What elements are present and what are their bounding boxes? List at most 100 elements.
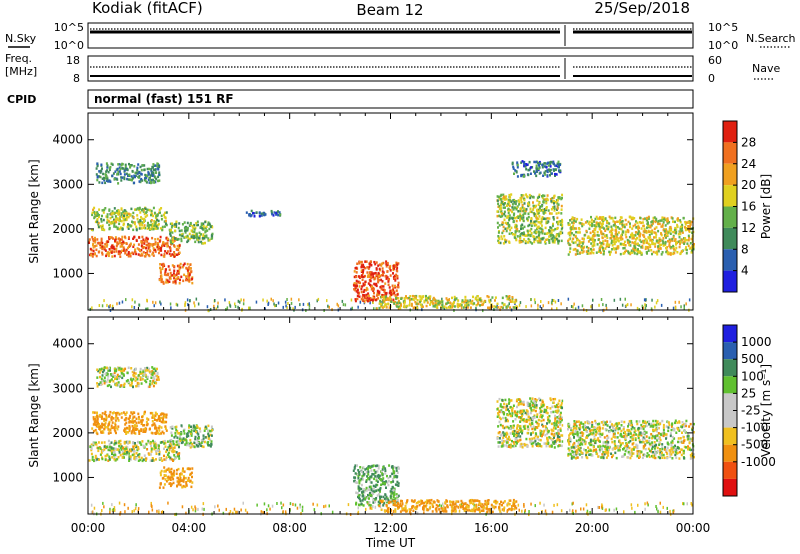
echo-cell	[113, 247, 116, 251]
echo-cell	[493, 305, 496, 308]
echo-cell	[370, 491, 373, 495]
echo-cell	[211, 236, 214, 240]
echo-cell	[141, 254, 144, 257]
echo-cell	[132, 428, 134, 431]
echo-cell	[591, 236, 594, 239]
echo-cell	[128, 427, 131, 430]
echo-cell	[596, 230, 599, 234]
echo-cell	[517, 503, 520, 507]
nsearch-tick-high: 10^5	[708, 21, 738, 34]
echo-cell	[190, 425, 192, 428]
echo-cell	[379, 490, 381, 493]
echo-cell	[150, 501, 152, 505]
echo-cell	[537, 225, 540, 228]
echo-cell	[145, 307, 147, 311]
echo-cell	[519, 207, 522, 211]
echo-cell	[572, 509, 574, 513]
echo-cell	[669, 225, 672, 229]
echo-cell	[598, 227, 601, 231]
echo-cell	[197, 507, 199, 511]
echo-cell	[520, 161, 523, 164]
echo-cell	[140, 429, 142, 433]
echo-cell	[121, 300, 124, 304]
echo-cell	[128, 236, 130, 239]
echo-cell	[177, 483, 180, 486]
echo-cell	[550, 232, 553, 235]
echo-cell	[527, 173, 530, 177]
echo-cell	[613, 237, 616, 240]
echo-cell	[683, 304, 685, 308]
echo-cell	[194, 304, 196, 308]
echo-cell	[362, 270, 364, 273]
echo-cell	[547, 209, 550, 212]
echo-cell	[372, 289, 375, 293]
echo-cell	[99, 175, 102, 179]
echo-cell	[509, 228, 512, 232]
echo-cell	[183, 432, 186, 435]
echo-cell	[546, 238, 549, 241]
echo-cell	[688, 226, 691, 229]
echo-cell	[141, 440, 144, 443]
echo-cell	[431, 300, 434, 303]
echo-cell	[149, 227, 152, 231]
echo-cell	[519, 237, 522, 240]
echo-cell	[160, 279, 163, 282]
echo-cell	[114, 215, 117, 218]
echo-cell	[516, 166, 519, 169]
echo-cell	[169, 484, 172, 488]
echo-cell	[537, 167, 540, 171]
echo-cell	[382, 504, 385, 507]
echo-cell	[182, 467, 184, 470]
echo-cell	[389, 269, 392, 272]
echo-cell	[125, 216, 128, 219]
echo-cell	[651, 222, 654, 225]
echo-cell	[180, 229, 183, 232]
echo-cell	[509, 298, 512, 302]
echo-cell	[116, 302, 118, 306]
echo-cell	[358, 295, 361, 298]
echo-cell	[91, 510, 94, 514]
echo-cell	[292, 307, 294, 311]
echo-cell	[541, 166, 544, 169]
echo-cell	[377, 464, 380, 468]
echo-cell	[135, 376, 138, 379]
echo-cell	[573, 302, 575, 306]
echo-cell	[253, 212, 256, 215]
echo-cell	[151, 382, 154, 385]
echo-cell	[535, 235, 538, 239]
echo-cell	[163, 213, 165, 217]
echo-cell	[509, 199, 512, 202]
echo-cell	[159, 271, 162, 274]
echo-cell	[170, 483, 173, 486]
echo-cell	[205, 427, 208, 430]
echo-cell	[101, 226, 104, 230]
echo-cell	[425, 298, 428, 302]
echo-cell	[442, 306, 445, 309]
echo-cell	[519, 196, 522, 200]
echo-cell	[554, 168, 557, 171]
echo-cell	[91, 235, 94, 239]
echo-cell	[636, 237, 639, 240]
echo-cell	[556, 220, 558, 224]
echo-cell	[611, 234, 614, 238]
echo-cell	[499, 198, 502, 201]
echo-cell	[142, 369, 145, 372]
echo-cell	[159, 235, 162, 239]
echo-cell	[646, 239, 649, 242]
echo-cell	[124, 367, 127, 371]
echo-cell	[681, 225, 684, 228]
echo-cell	[112, 411, 115, 414]
echo-cell	[162, 255, 165, 258]
echo-cell	[352, 469, 355, 472]
echo-cell	[112, 380, 115, 383]
echo-cell	[106, 240, 109, 243]
echo-cell	[154, 248, 157, 252]
echo-cell	[366, 299, 369, 303]
echo-cell	[544, 242, 547, 245]
echo-cell	[390, 300, 393, 303]
echo-cell	[105, 176, 108, 179]
echo-cell	[453, 305, 456, 308]
echo-cell	[623, 225, 626, 229]
echo-cell	[154, 442, 157, 445]
echo-cell	[555, 164, 558, 168]
